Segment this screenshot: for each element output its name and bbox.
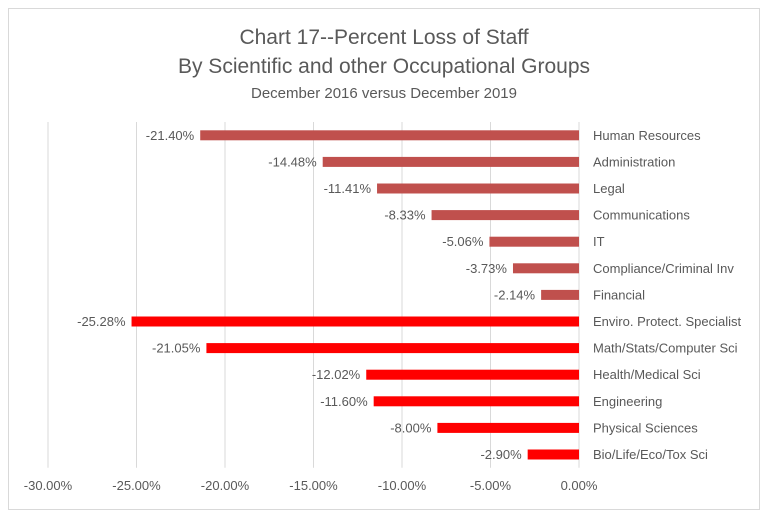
bar bbox=[437, 422, 579, 433]
category-label: Enviro. Protect. Specialist bbox=[593, 314, 742, 329]
category-label: IT bbox=[593, 234, 605, 249]
bar bbox=[489, 236, 579, 247]
data-label: -2.14% bbox=[494, 287, 536, 302]
data-label: -8.00% bbox=[390, 420, 432, 435]
x-tick-label: -30.00% bbox=[24, 478, 73, 493]
x-tick-label: -10.00% bbox=[378, 478, 427, 493]
x-tick-label: -15.00% bbox=[289, 478, 338, 493]
chart-title-line2: By Scientific and other Occupational Gro… bbox=[177, 55, 591, 78]
x-tick-label: -5.00% bbox=[470, 478, 512, 493]
data-label: -2.90% bbox=[480, 447, 522, 462]
bar bbox=[541, 289, 579, 300]
category-label: Legal bbox=[593, 181, 625, 196]
data-label: -8.33% bbox=[384, 208, 426, 223]
category-label: Communications bbox=[593, 208, 690, 223]
bar bbox=[527, 449, 579, 460]
chart-frame bbox=[8, 8, 760, 510]
bar bbox=[373, 396, 579, 407]
data-label: -12.02% bbox=[312, 367, 361, 382]
chart-title: Chart 17--Percent Loss of Staff bbox=[239, 26, 529, 49]
data-label: -25.28% bbox=[77, 314, 126, 329]
category-label: Physical Sciences bbox=[593, 420, 698, 435]
bar bbox=[431, 210, 579, 221]
data-label: -11.60% bbox=[320, 394, 368, 409]
x-tick-label: 0.00% bbox=[561, 478, 598, 493]
category-label: Financial bbox=[593, 287, 645, 302]
x-tick-label: -25.00% bbox=[112, 478, 161, 493]
bar bbox=[131, 316, 579, 327]
data-label: -14.48% bbox=[268, 154, 317, 169]
data-label: -3.73% bbox=[466, 261, 508, 276]
bar bbox=[377, 183, 579, 194]
category-label: Human Resources bbox=[593, 128, 701, 143]
bar bbox=[200, 130, 579, 141]
category-label: Compliance/Criminal Inv bbox=[593, 261, 734, 276]
category-label: Bio/Life/Eco/Tox Sci bbox=[593, 447, 708, 462]
x-tick-label: -20.00% bbox=[201, 478, 250, 493]
data-label: -21.40% bbox=[146, 128, 195, 143]
bar bbox=[512, 263, 579, 274]
bar bbox=[366, 369, 579, 380]
category-label: Math/Stats/Computer Sci bbox=[593, 341, 738, 356]
category-label: Engineering bbox=[593, 394, 662, 409]
chart-subtitle: December 2016 versus December 2019 bbox=[251, 85, 517, 102]
data-label: -5.06% bbox=[442, 234, 484, 249]
data-label: -11.41% bbox=[324, 181, 372, 196]
data-label: -21.05% bbox=[152, 341, 201, 356]
bar bbox=[206, 343, 580, 354]
category-label: Administration bbox=[593, 154, 675, 169]
category-label: Health/Medical Sci bbox=[593, 367, 701, 382]
bar bbox=[322, 156, 579, 167]
